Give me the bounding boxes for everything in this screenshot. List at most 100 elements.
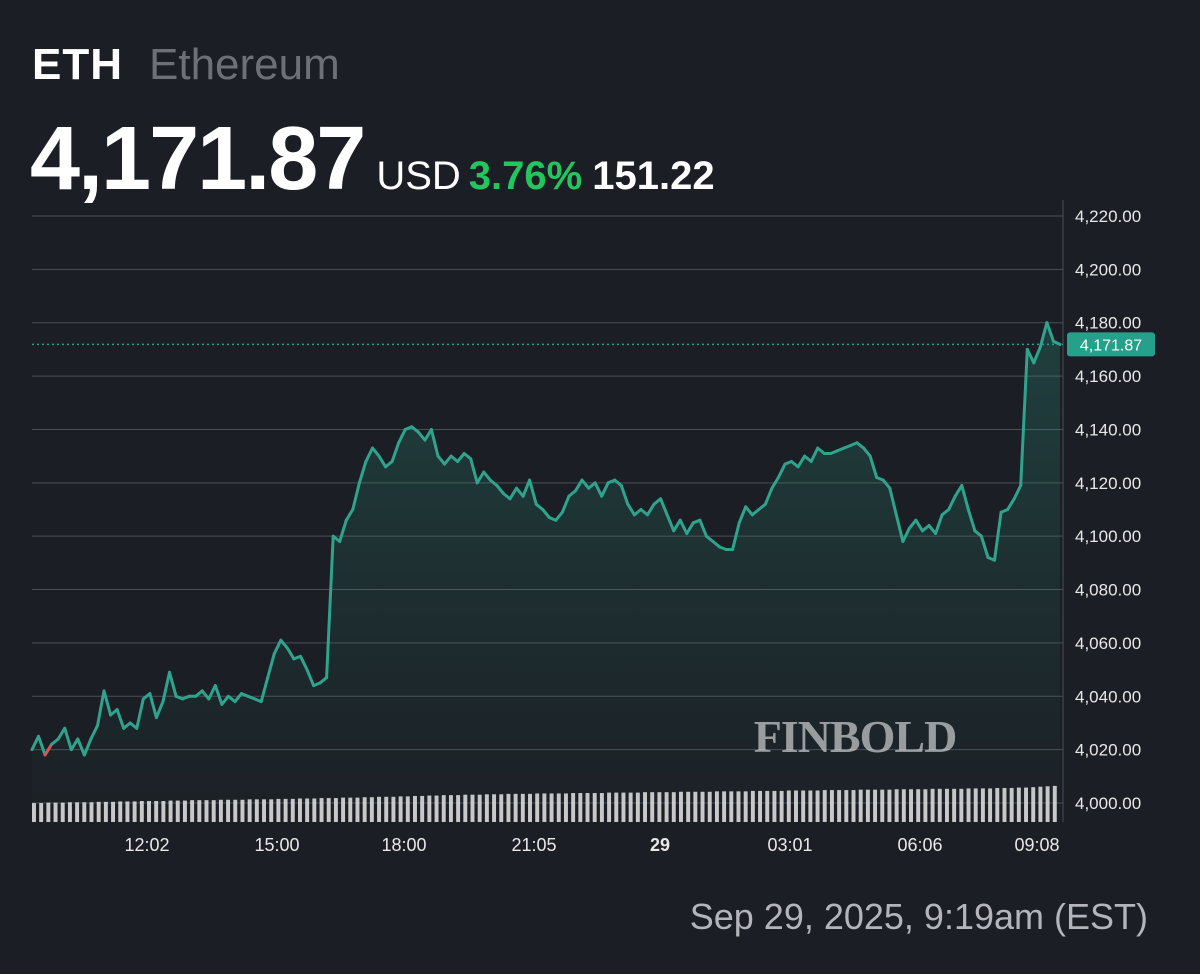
price-segment	[76, 737, 86, 757]
volume-bar	[988, 788, 993, 822]
volume-bar	[628, 792, 633, 822]
volume-bar	[743, 791, 748, 822]
y-tick-label: 4,200.00	[1075, 260, 1141, 279]
volume-bar	[32, 803, 36, 822]
volume-bar	[341, 797, 346, 822]
price-segment	[894, 513, 905, 543]
volume-bar	[276, 798, 281, 822]
volume-bar	[420, 795, 425, 822]
price-segment	[475, 470, 486, 485]
volume-bar	[736, 791, 741, 822]
volume-bar	[89, 802, 94, 822]
price-segment	[482, 470, 492, 482]
volume-bar	[592, 793, 597, 822]
volume-bar	[643, 792, 648, 822]
volume-bar	[204, 800, 209, 822]
price-segment	[960, 484, 970, 511]
volume-bar	[822, 790, 827, 822]
x-tick-label: 12:02	[124, 835, 169, 855]
price-segment	[659, 497, 669, 517]
x-tick-label: 21:05	[511, 835, 556, 855]
price-segment	[1045, 321, 1055, 343]
volume-bar	[147, 801, 151, 822]
price-segment	[619, 484, 630, 506]
volume-bar	[657, 792, 662, 822]
volume-bar	[384, 796, 389, 822]
volume-bar	[966, 788, 971, 822]
volume-bar	[887, 789, 892, 822]
price-segment	[200, 689, 211, 701]
volume-bar	[434, 795, 439, 822]
price-segment	[390, 441, 401, 463]
volume-bar	[729, 791, 734, 822]
volume-bar	[794, 790, 798, 822]
price-segment	[665, 513, 676, 533]
volume-bar	[111, 801, 116, 822]
price-segment	[776, 462, 787, 479]
volume-bar	[829, 790, 834, 822]
price-segment	[154, 700, 165, 720]
volume-bar	[765, 790, 770, 822]
price-segment	[914, 518, 924, 533]
volume-bar	[520, 793, 525, 822]
price-segment	[89, 724, 99, 741]
volume-bar	[901, 789, 906, 822]
volume-bar	[297, 798, 302, 822]
volume-bar	[772, 790, 777, 822]
x-tick-label: 06:06	[897, 835, 942, 855]
y-tick-label: 4,000.00	[1075, 794, 1141, 813]
price-segment	[521, 478, 532, 498]
price-segment	[56, 726, 67, 741]
price-segment	[888, 486, 898, 517]
volume-bar	[858, 789, 863, 822]
ticker-symbol: ETH	[32, 40, 123, 89]
price-segment	[737, 505, 748, 525]
price-segment	[325, 534, 335, 680]
y-tick-label: 4,220.00	[1075, 207, 1141, 226]
volume-bar	[492, 794, 497, 822]
x-tick-label: 29	[650, 835, 670, 855]
volume-bar	[995, 787, 1000, 822]
volume-bar	[937, 788, 942, 822]
price-segment	[82, 737, 93, 757]
price-segment	[979, 534, 990, 559]
price-segment	[646, 502, 656, 517]
price-segment	[1012, 484, 1023, 501]
price-segment	[1025, 347, 1036, 365]
volume-bar	[1016, 787, 1021, 822]
price-segment	[351, 481, 361, 511]
volume-bar	[233, 799, 238, 822]
volume-bar	[714, 791, 719, 822]
volume-bar	[549, 793, 554, 822]
price-segment	[560, 494, 571, 514]
volume-bar	[60, 802, 65, 822]
price-segment	[220, 694, 230, 706]
volume-bar	[240, 799, 245, 822]
volume-bar	[218, 799, 223, 822]
change-percent: 3.76%	[468, 154, 583, 198]
price-segment	[266, 652, 276, 680]
volume-bar	[427, 795, 432, 822]
price-segment	[508, 486, 518, 501]
price-segment	[364, 446, 374, 463]
finbold-watermark: FINBOLD	[754, 711, 957, 762]
volume-bar	[923, 789, 928, 822]
current-price: 4,171.87	[30, 109, 366, 209]
volume-bar	[247, 799, 252, 822]
volume-bar	[348, 797, 353, 822]
volume-bar	[722, 791, 727, 822]
volume-bar	[909, 789, 913, 822]
volume-bar	[894, 789, 899, 822]
volume-bar	[1009, 787, 1014, 822]
price-segment	[377, 454, 388, 469]
price-segment	[993, 510, 1003, 562]
volume-bar	[103, 801, 108, 822]
last-price-label: 4,171.87	[1080, 337, 1142, 354]
volume-bar	[405, 796, 410, 822]
price-segment	[102, 689, 113, 717]
volume-bar	[161, 801, 166, 822]
volume-bar	[118, 801, 123, 822]
volume-bar	[154, 801, 159, 822]
price-segment	[344, 508, 355, 522]
volume-bar	[197, 800, 202, 822]
